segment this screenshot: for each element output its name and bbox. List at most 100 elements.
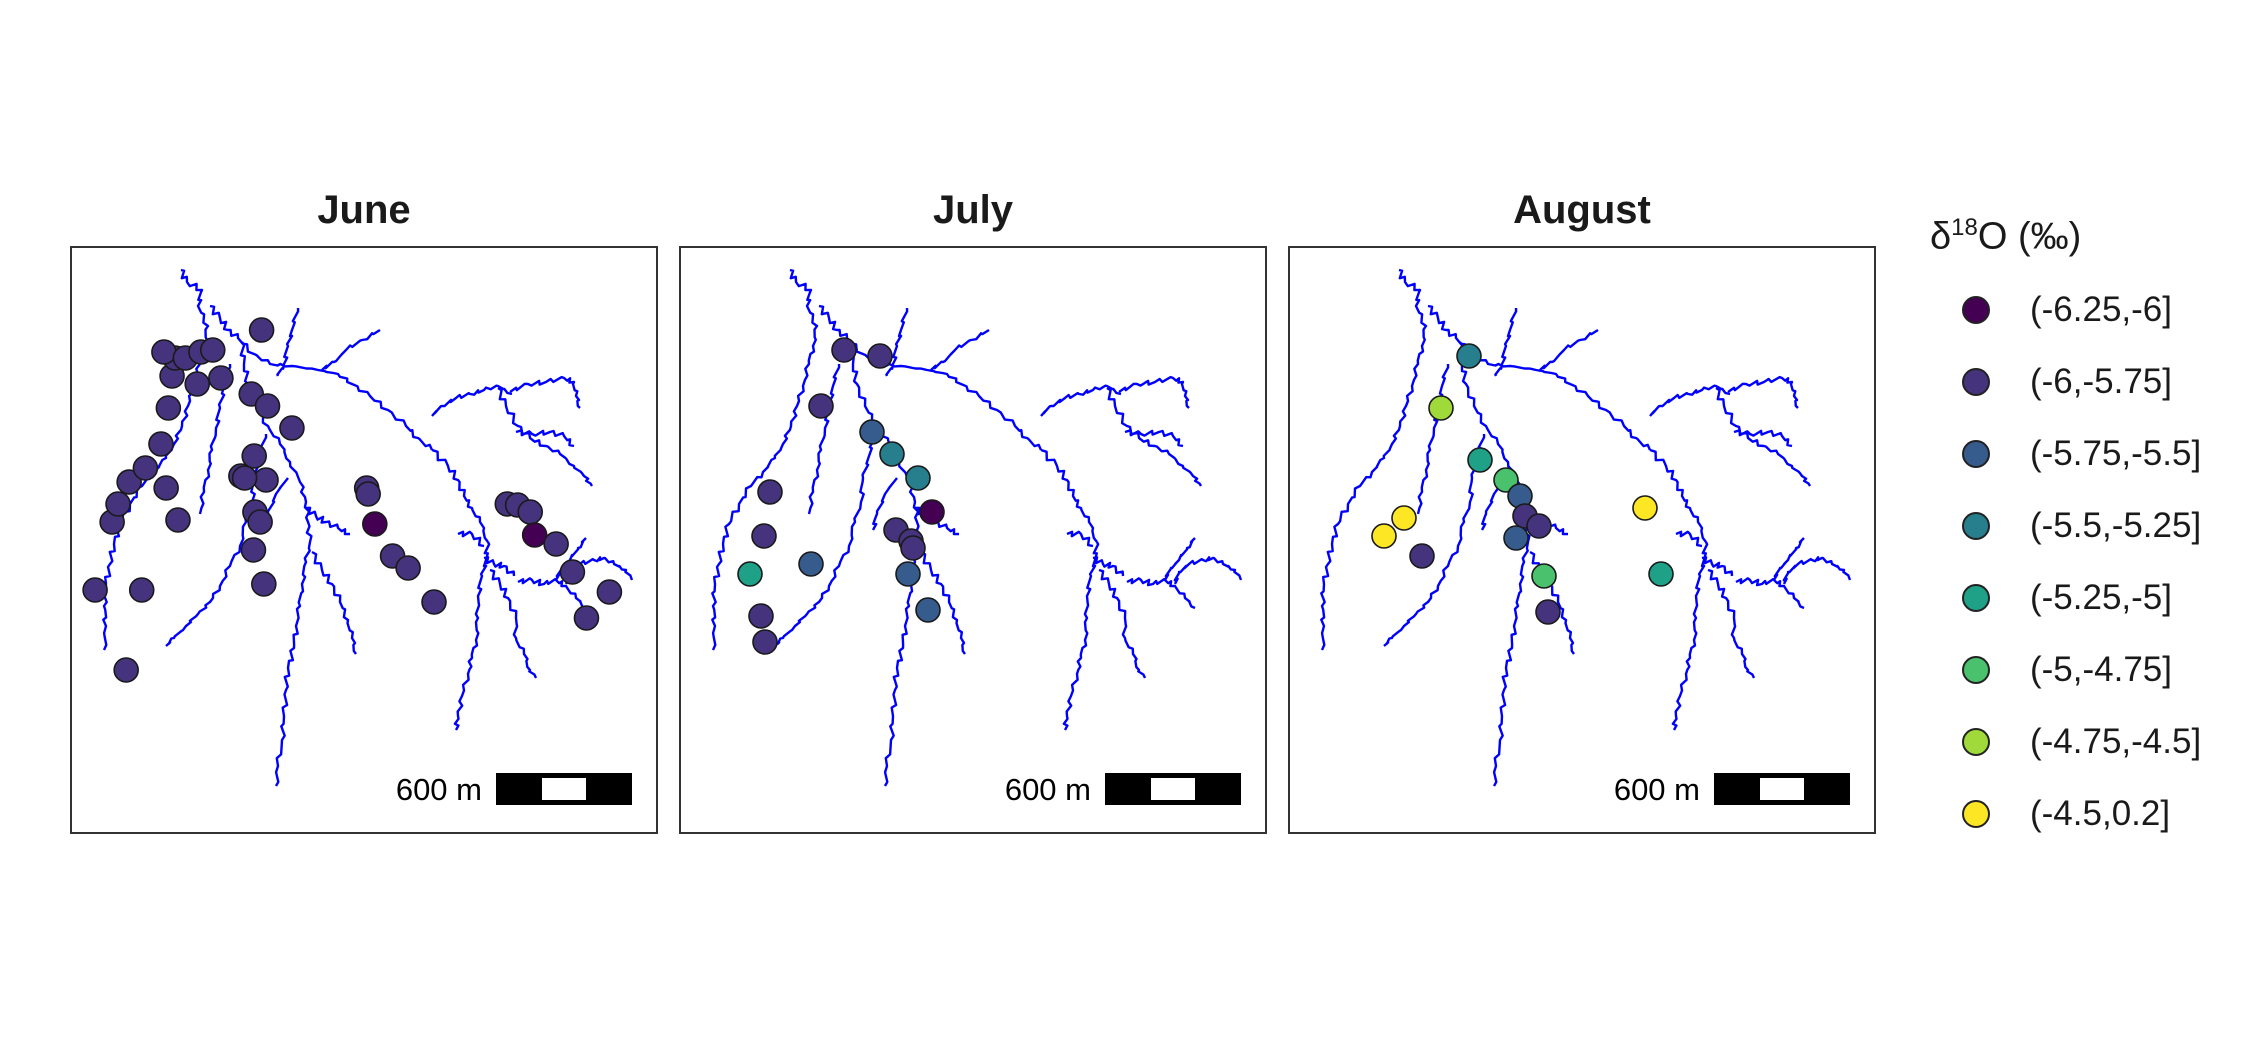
sample-point — [395, 555, 421, 581]
sample-point — [1456, 343, 1482, 369]
sample-point — [867, 343, 893, 369]
panel-title-july: July — [932, 188, 1014, 232]
river-line — [1092, 556, 1125, 577]
sample-point — [1409, 543, 1435, 569]
sample-point — [113, 657, 139, 683]
legend-item-label: (-5,-4.75] — [2030, 650, 2172, 689]
river-line — [1675, 530, 1703, 548]
scale-bar-label: 600 m — [1005, 772, 1091, 807]
river-line — [276, 307, 300, 377]
panel-title-june: June — [317, 188, 411, 232]
legend-item: (-4.5,0.2] — [1930, 778, 2230, 850]
river-line — [431, 384, 513, 417]
legend-key-dot — [1962, 800, 1990, 828]
scale-bar-label: 600 m — [1614, 772, 1700, 807]
river-line — [1106, 386, 1203, 487]
river-line — [930, 328, 990, 371]
sample-point — [132, 455, 159, 481]
sample-point — [155, 395, 182, 421]
sample-point — [905, 465, 931, 491]
sample-point — [1531, 563, 1557, 589]
sample-points — [737, 337, 945, 655]
legend-key-dot — [1962, 368, 1990, 396]
legend-key-dot — [1962, 728, 1990, 756]
scale-bar-white-segment — [1760, 778, 1804, 800]
sample-point — [362, 511, 388, 537]
sample-point — [919, 499, 945, 525]
sample-point — [254, 393, 281, 419]
river-line — [1701, 556, 1734, 577]
sample-point — [1648, 561, 1674, 587]
river-line — [1040, 448, 1098, 543]
sample-point — [1503, 525, 1529, 551]
legend-item: (-6,-5.75] — [1930, 346, 2230, 418]
sample-point — [1632, 495, 1658, 521]
sample-point — [279, 415, 305, 441]
sample-point — [199, 337, 226, 363]
sample-point — [151, 339, 177, 365]
river-line — [711, 268, 819, 651]
map-frame — [70, 246, 658, 834]
sample-point — [128, 577, 155, 603]
legend-key-dot — [1962, 296, 1990, 324]
sample-point — [116, 469, 142, 495]
sample-point — [521, 522, 548, 548]
river-line — [1416, 363, 1450, 515]
sample-point — [1371, 523, 1397, 549]
sample-point — [247, 509, 273, 535]
river-line — [1163, 537, 1196, 581]
river-line — [198, 363, 232, 515]
legend: δ18O (‰) (-6.25,-6] (-6,-5.75] (-5.75,-5… — [1930, 214, 2230, 850]
scale-bar: 600 m — [1005, 772, 1241, 807]
legend-key-dot — [1962, 440, 1990, 468]
river-line — [1040, 384, 1122, 417]
sample-point — [798, 551, 824, 577]
sample-point — [231, 465, 258, 491]
legend-item-label: (-5.25,-5] — [2030, 578, 2172, 617]
sample-point — [895, 561, 921, 587]
sample-point — [1526, 513, 1552, 539]
river-line — [305, 506, 351, 536]
sample-point — [253, 467, 279, 493]
river-line — [321, 328, 381, 371]
sample-point — [900, 535, 926, 561]
river-line — [431, 448, 489, 543]
scale-bar-white-segment — [1151, 778, 1195, 800]
sample-point — [751, 523, 777, 549]
river-line — [818, 304, 1043, 451]
sample-point — [241, 443, 267, 469]
panel-title-august: August — [1513, 188, 1651, 232]
river-line — [1649, 448, 1707, 543]
sample-point — [1391, 505, 1417, 531]
river-line — [1457, 341, 1531, 787]
sample-point — [1467, 447, 1493, 473]
sample-point — [240, 537, 267, 563]
sample-point — [105, 491, 131, 517]
map-panel-june: 600 m — [70, 246, 658, 834]
sample-points — [1371, 343, 1674, 625]
sample-point — [757, 479, 783, 505]
river-line — [1066, 530, 1094, 548]
legend-item-label: (-5.5,-5.25] — [2030, 506, 2202, 545]
river-line — [1494, 307, 1518, 377]
legend-item-label: (-4.5,0.2] — [2030, 794, 2171, 833]
sample-point — [355, 481, 381, 507]
river-line — [920, 550, 966, 655]
river-line — [774, 433, 877, 647]
legend-title-sup: 18 — [1951, 214, 1978, 241]
river-line — [1383, 433, 1486, 647]
river-network — [1320, 268, 1852, 787]
scale-bar: 600 m — [396, 772, 632, 807]
sample-points — [82, 317, 623, 683]
legend-item: (-5.5,-5.25] — [1930, 490, 2230, 562]
legend-key-dot — [1962, 584, 1990, 612]
sample-point — [517, 499, 544, 525]
river-line — [1539, 328, 1599, 371]
river-line — [871, 477, 898, 531]
sample-point — [559, 559, 586, 585]
river-line — [1118, 375, 1190, 409]
sample-point — [737, 561, 763, 587]
legend-item: (-5,-4.75] — [1930, 634, 2230, 706]
sample-point — [879, 441, 905, 467]
river-line — [807, 363, 841, 515]
